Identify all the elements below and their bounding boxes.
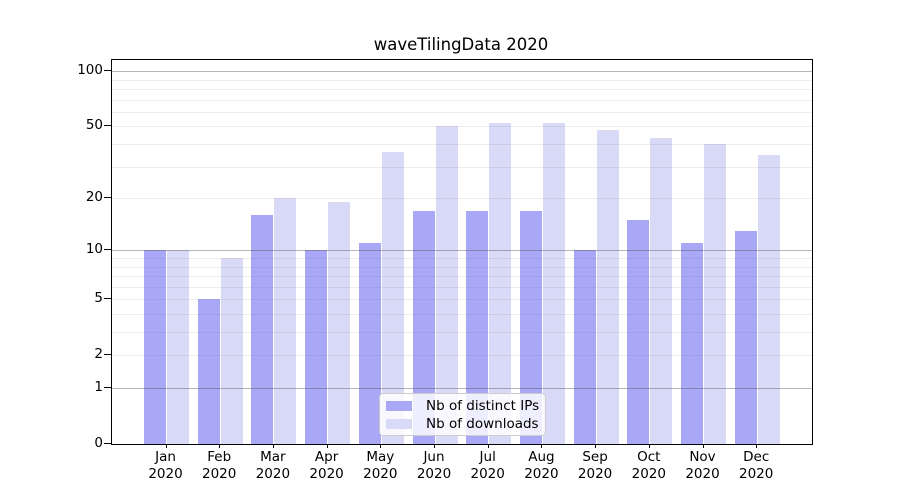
gridline-major bbox=[112, 71, 812, 73]
x-tick-label: Apr 2020 bbox=[309, 449, 344, 482]
y-tick-label: 2 bbox=[94, 346, 103, 363]
bar-downloads-may bbox=[381, 152, 404, 444]
bar-distinct-ips-jul bbox=[466, 210, 489, 444]
bar-downloads-mar bbox=[274, 198, 297, 444]
bar-distinct-ips-apr bbox=[305, 250, 328, 444]
y-tick-label: 1 bbox=[94, 379, 103, 395]
x-tick-label: Feb 2020 bbox=[202, 449, 237, 482]
x-tick-mark bbox=[380, 444, 382, 448]
bar-distinct-ips-oct bbox=[627, 220, 650, 444]
y-tick-label: 0 bbox=[94, 435, 103, 451]
y-tick-mark bbox=[104, 354, 111, 356]
bar-downloads-jun bbox=[435, 126, 458, 444]
y-tick-label: 20 bbox=[85, 189, 103, 206]
x-tick-label: Jun 2020 bbox=[416, 449, 452, 482]
gridline-minor bbox=[112, 126, 812, 128]
y-tick-mark bbox=[104, 125, 111, 127]
legend-item-distinct-ips: Nb of distinct IPs bbox=[386, 397, 539, 415]
bar-distinct-ips-aug bbox=[519, 210, 542, 444]
y-tick-label: 100 bbox=[77, 62, 103, 79]
bar-distinct-ips-sep bbox=[573, 250, 596, 444]
bar-downloads-aug bbox=[542, 123, 565, 444]
x-tick-label: Nov 2020 bbox=[685, 449, 720, 482]
bar-downloads-oct bbox=[650, 138, 673, 444]
legend-swatch-distinct-ips bbox=[386, 401, 412, 411]
bar-downloads-dec bbox=[757, 154, 780, 444]
x-tick-label: Aug 2020 bbox=[524, 449, 559, 482]
y-tick-label: 5 bbox=[94, 290, 103, 307]
x-tick-mark bbox=[541, 444, 543, 448]
x-tick-mark bbox=[487, 444, 489, 448]
x-tick-label: May 2020 bbox=[363, 449, 398, 482]
x-tick-label: Sep 2020 bbox=[577, 449, 613, 482]
x-tick-mark bbox=[648, 444, 650, 448]
y-tick-mark bbox=[104, 387, 111, 388]
bar-distinct-ips-dec bbox=[734, 230, 757, 444]
y-tick-mark bbox=[104, 249, 111, 251]
x-tick-label: Oct 2020 bbox=[631, 449, 666, 482]
bar-distinct-ips-may bbox=[358, 243, 381, 444]
bar-downloads-sep bbox=[596, 129, 619, 444]
y-tick-mark bbox=[104, 70, 111, 72]
x-tick-label: Jul 2020 bbox=[470, 449, 505, 482]
gridline-minor bbox=[112, 99, 812, 101]
y-tick-mark bbox=[104, 298, 111, 300]
bar-distinct-ips-nov bbox=[681, 243, 703, 444]
legend-item-downloads: Nb of downloads bbox=[386, 415, 539, 433]
gridline-minor bbox=[112, 79, 812, 81]
legend-label: Nb of downloads bbox=[426, 416, 539, 432]
y-tick-mark bbox=[104, 197, 111, 199]
plot-area bbox=[111, 59, 813, 445]
bar-downloads-apr bbox=[328, 202, 351, 444]
legend-swatch-downloads bbox=[386, 419, 412, 429]
x-tick-mark bbox=[595, 444, 597, 448]
x-tick-label: Dec 2020 bbox=[739, 449, 774, 482]
bar-downloads-nov bbox=[704, 144, 726, 444]
bar-distinct-ips-mar bbox=[251, 215, 274, 444]
x-tick-label: Mar 2020 bbox=[255, 449, 291, 482]
gridline-minor bbox=[112, 89, 812, 90]
legend-label: Nb of distinct IPs bbox=[426, 398, 540, 414]
bar-downloads-jan bbox=[167, 250, 189, 444]
x-tick-mark bbox=[702, 444, 704, 448]
y-tick-mark bbox=[104, 443, 111, 444]
legend: Nb of distinct IPs Nb of downloads bbox=[379, 393, 546, 436]
x-tick-mark bbox=[326, 444, 328, 448]
y-tick-label: 10 bbox=[85, 241, 103, 258]
x-tick-mark bbox=[756, 444, 758, 448]
chart-title: waveTilingData 2020 bbox=[373, 35, 549, 54]
gridline-minor bbox=[112, 111, 812, 113]
x-tick-mark bbox=[219, 444, 221, 448]
bar-downloads-feb bbox=[220, 257, 243, 444]
y-tick-label: 50 bbox=[85, 117, 103, 134]
x-tick-label: Jan 2020 bbox=[148, 449, 183, 482]
bar-distinct-ips-jan bbox=[144, 250, 166, 444]
x-tick-mark bbox=[434, 444, 435, 448]
bar-distinct-ips-jun bbox=[412, 210, 435, 444]
bar-distinct-ips-feb bbox=[197, 299, 220, 444]
x-tick-mark bbox=[165, 444, 167, 448]
x-tick-mark bbox=[272, 444, 274, 448]
bar-downloads-jul bbox=[489, 123, 512, 444]
